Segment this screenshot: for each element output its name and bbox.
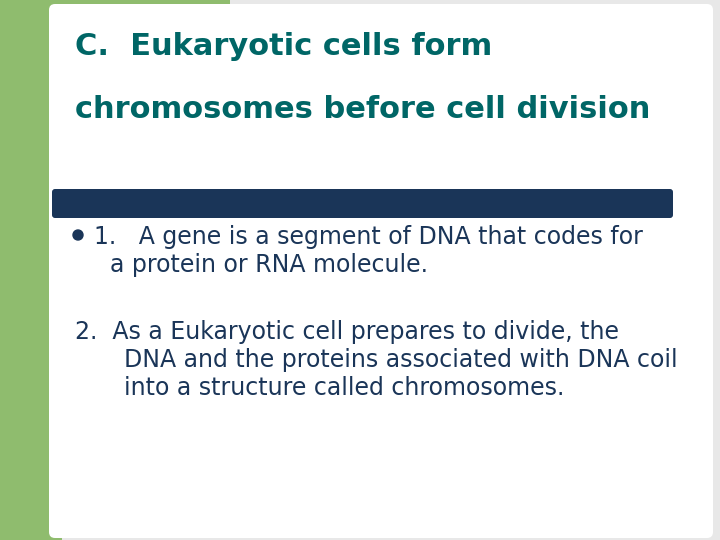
- Text: 2.  As a Eukaryotic cell prepares to divide, the: 2. As a Eukaryotic cell prepares to divi…: [75, 320, 619, 344]
- Circle shape: [73, 230, 83, 240]
- Text: DNA and the proteins associated with DNA coil: DNA and the proteins associated with DNA…: [94, 348, 678, 372]
- Text: chromosomes before cell division: chromosomes before cell division: [75, 95, 650, 124]
- Text: C.  Eukaryotic cells form: C. Eukaryotic cells form: [75, 32, 492, 61]
- Text: 1.   A gene is a segment of DNA that codes for: 1. A gene is a segment of DNA that codes…: [94, 225, 643, 249]
- Bar: [0, 0, 62, 540]
- Text: a protein or RNA molecule.: a protein or RNA molecule.: [110, 253, 428, 277]
- Text: into a structure called chromosomes.: into a structure called chromosomes.: [94, 376, 564, 400]
- Bar: [0, 0, 230, 115]
- FancyBboxPatch shape: [52, 189, 673, 218]
- FancyBboxPatch shape: [49, 4, 713, 538]
